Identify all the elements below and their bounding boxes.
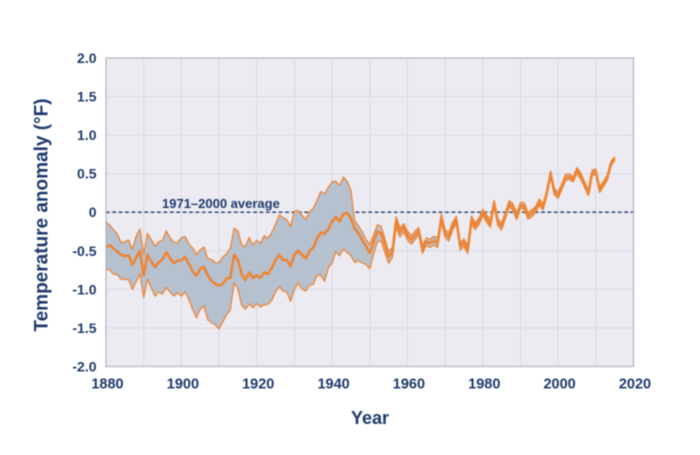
svg-text:1900: 1900 (167, 377, 199, 393)
svg-text:-2.0: -2.0 (72, 359, 96, 375)
svg-text:1.0: 1.0 (77, 127, 97, 143)
svg-text:0: 0 (89, 204, 97, 220)
svg-text:1960: 1960 (393, 377, 425, 393)
svg-text:0.5: 0.5 (77, 166, 97, 182)
svg-text:Year: Year (351, 408, 389, 428)
svg-text:-1.5: -1.5 (72, 320, 96, 336)
svg-text:2000: 2000 (543, 377, 575, 393)
svg-text:1920: 1920 (242, 377, 274, 393)
svg-text:Temperature anomaly (°F): Temperature anomaly (°F) (32, 98, 53, 331)
svg-text:2020: 2020 (619, 377, 651, 393)
svg-text:1940: 1940 (317, 377, 349, 393)
svg-text:-1.0: -1.0 (72, 281, 96, 297)
svg-text:1980: 1980 (468, 377, 500, 393)
svg-text:1880: 1880 (91, 377, 123, 393)
svg-text:2.0: 2.0 (77, 50, 97, 66)
svg-text:1971–2000 average: 1971–2000 average (162, 196, 280, 211)
svg-text:-0.5: -0.5 (72, 243, 96, 259)
svg-text:1.5: 1.5 (77, 89, 97, 105)
